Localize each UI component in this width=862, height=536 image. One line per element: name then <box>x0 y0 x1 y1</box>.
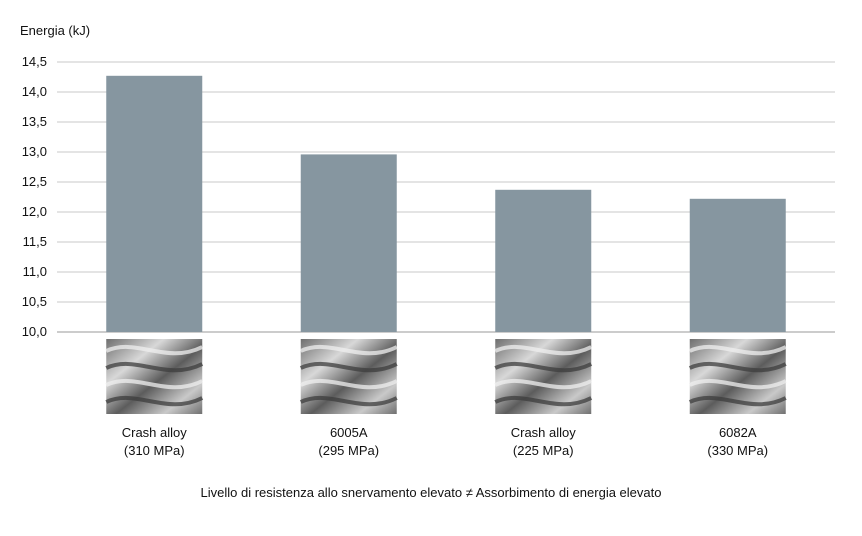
category-sublabel: (295 MPa) <box>318 443 379 458</box>
chart-caption: Livello di resistenza allo snervamento e… <box>201 485 662 500</box>
category-label: 6082A <box>719 425 757 440</box>
y-tick-label: 11,0 <box>23 264 47 279</box>
y-tick-label: 14,0 <box>22 84 47 99</box>
y-tick-label: 12,0 <box>22 204 47 219</box>
sample-photo <box>688 339 787 414</box>
category-labels: Crash alloy (310 MPa) 6005A (295 MPa) Crash … <box>122 425 768 458</box>
category-label: Crash alloy <box>122 425 188 440</box>
category-sublabel: (330 MPa) <box>707 443 768 458</box>
y-tick-label: 13,5 <box>22 114 47 129</box>
sample-photo <box>299 339 398 414</box>
y-tick-label: 12,5 <box>22 174 47 189</box>
category-sublabel: (310 MPa) <box>124 443 185 458</box>
bar <box>106 75 203 333</box>
y-tick-label: 10,0 <box>22 324 47 339</box>
sample-photo <box>494 339 593 414</box>
category-label: 6005A <box>330 425 368 440</box>
category-label: Crash alloy <box>511 425 577 440</box>
y-tick-labels: 10,0 10,5 11,0 11,5 12,0 12,5 13,0 13,5 14,0 14,5 <box>22 54 47 339</box>
y-tick-label: 13,0 <box>22 144 47 159</box>
bar <box>300 154 397 332</box>
bar <box>689 198 786 332</box>
sample-photo <box>105 339 204 414</box>
bar <box>495 189 592 332</box>
bars <box>106 75 786 333</box>
y-tick-label: 10,5 <box>22 294 47 309</box>
y-tick-label: 11,5 <box>23 234 47 249</box>
sample-photos <box>105 339 787 414</box>
category-sublabel: (225 MPa) <box>513 443 574 458</box>
y-axis-label: Energia (kJ) <box>20 23 90 38</box>
y-tick-label: 14,5 <box>22 54 47 69</box>
